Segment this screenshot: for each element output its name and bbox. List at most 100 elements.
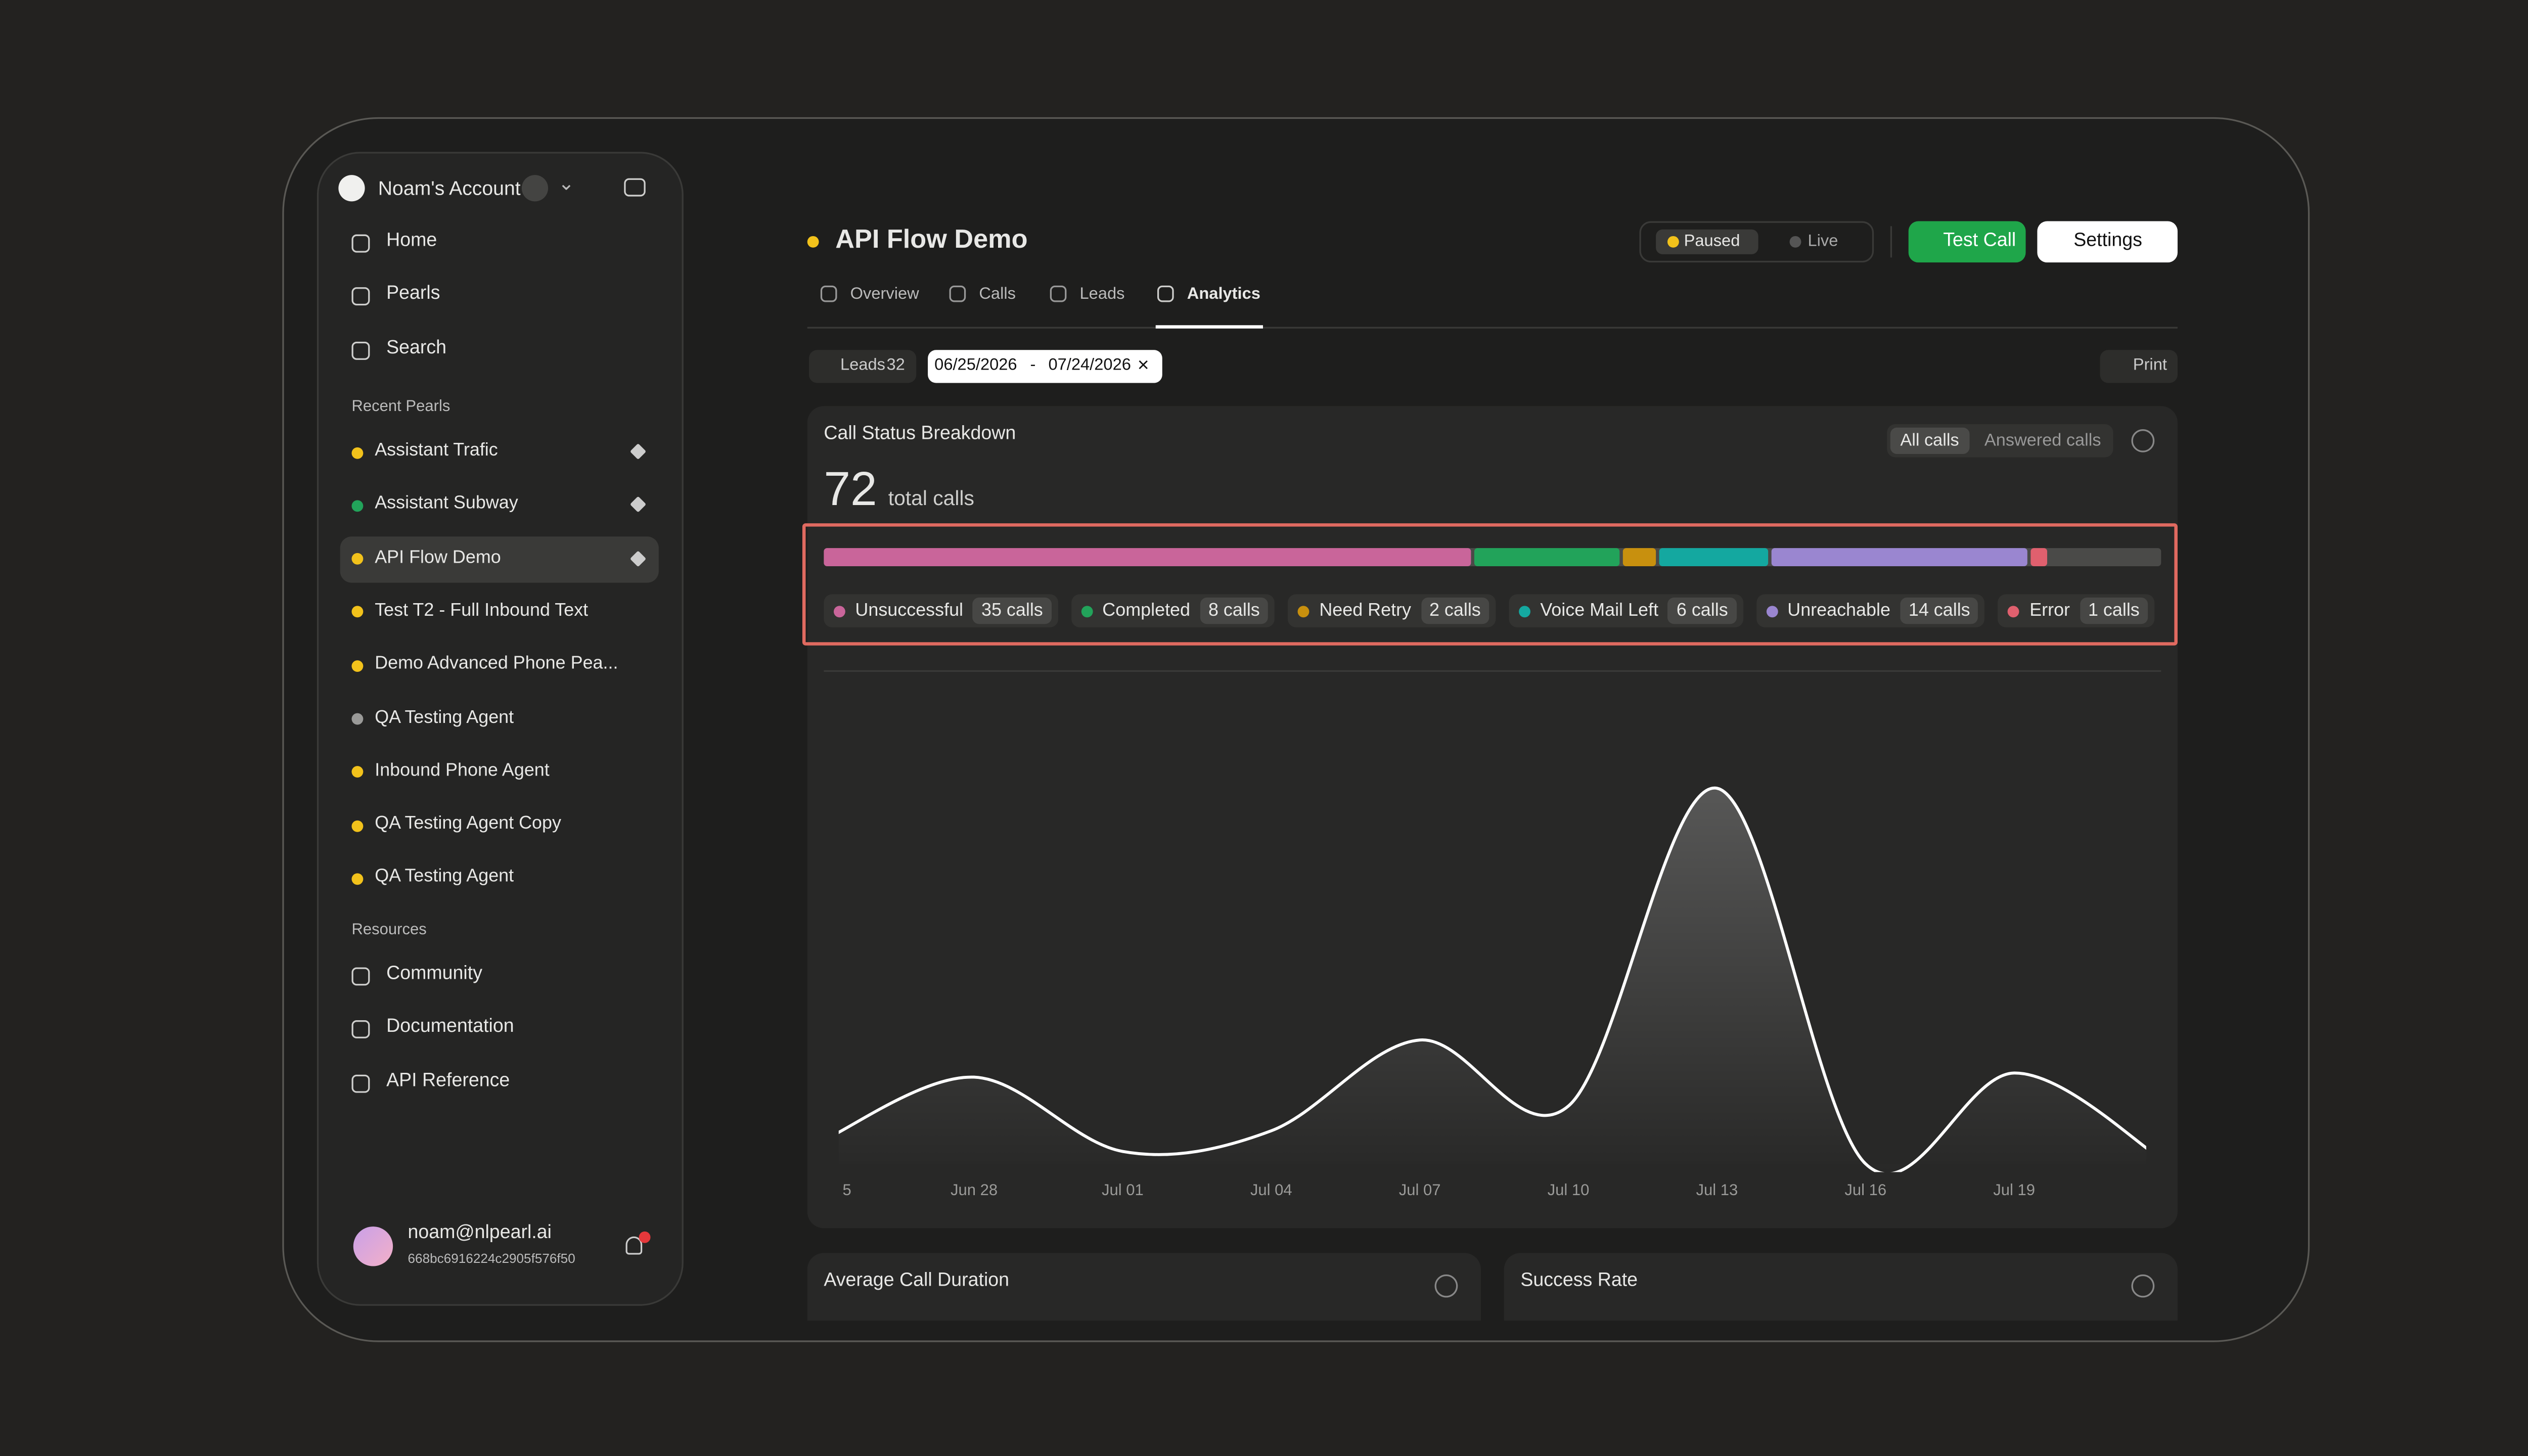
tab-icon [949,285,966,302]
info-icon[interactable] [2131,1274,2155,1298]
sidebar [317,152,684,1306]
legend-chip: Unreachable 14 calls [1756,594,1985,627]
toggle-answered[interactable]: Answered calls [1984,431,2101,451]
settings-label: Settings [2073,231,2142,251]
legend-label: Need Retry [1319,601,1412,621]
res-icon [351,967,370,986]
live-dot [1789,236,1801,248]
pearl-item[interactable]: API Flow Demo [375,547,501,567]
nav-icon [351,288,370,306]
bar-segment [1659,548,1768,567]
resource-item[interactable]: API Reference [386,1070,510,1091]
nav-item[interactable]: Home [386,231,437,251]
tab[interactable]: Leads [1079,285,1125,304]
legend-label: Completed [1102,601,1191,621]
status-dot [351,820,364,832]
settings-button[interactable] [2037,221,2178,263]
pearl-item[interactable]: Demo Advanced Phone Pea... [375,654,618,674]
date-chip[interactable] [928,350,1162,383]
pearl-item[interactable]: Assistant Trafic [375,440,498,461]
mode-paused[interactable]: Paused [1684,233,1740,251]
leads-chip[interactable] [809,350,917,383]
x-tick-label: Jul 10 [1548,1181,1590,1199]
tab[interactable]: Overview [850,285,919,304]
total-label: total calls [888,487,974,510]
legend-dot [833,605,845,617]
user-email: noam@nlpearl.ai [408,1223,552,1243]
section-label: Resources [351,921,427,939]
bar-segment [1622,548,1656,567]
status-dot [351,553,364,565]
bar-segment [2031,548,2047,567]
card-title: Call Status Breakdown [824,424,1016,444]
tab-icon [1050,285,1067,302]
success-card [1504,1253,2178,1321]
legend-dot [1766,605,1778,617]
area-fill [838,788,2146,1172]
status-dot [351,606,364,618]
tab-underline [1155,325,1263,329]
x-tick-label: Jul 19 [1993,1181,2035,1199]
print-button[interactable] [2100,350,2178,383]
account-name[interactable]: Noam's Account [378,176,521,200]
success-title: Success Rate [1520,1271,1638,1291]
legend-dot [1518,605,1530,617]
legend-dot [1080,605,1093,617]
pearl-item[interactable]: Test T2 - Full Inbound Text [375,601,589,621]
legend-chip: Unsuccessful 35 calls [824,594,1058,627]
nav-item[interactable]: Pearls [386,284,440,304]
legend-label: Unreachable [1787,601,1890,621]
legend-count: 8 calls [1200,598,1269,624]
leads-label: Leads [840,356,886,375]
resource-item[interactable]: Community [386,964,482,984]
x-tick-label: Jul 07 [1399,1181,1441,1199]
legend-label: Voice Mail Left [1540,601,1658,621]
bar-segment [1474,548,1619,567]
tab-icon [1157,285,1174,302]
x-tick-label: Jul 16 [1844,1181,1886,1199]
pearl-item[interactable]: QA Testing Agent [375,707,514,727]
avatar [353,1226,393,1266]
test-call-button[interactable] [1908,221,2026,263]
x-tick-label: Jul 13 [1696,1181,1738,1199]
res-icon [351,1020,370,1039]
chevron[interactable]: ⌄ [558,171,575,195]
legend-label: Error [2029,601,2070,621]
resource-item[interactable]: Documentation [386,1017,514,1037]
pearl-item[interactable]: Assistant Subway [375,494,518,514]
date-from: 06/25/2026 [934,356,1017,375]
paused-dot [1667,236,1679,248]
nav-item[interactable]: Search [386,338,447,358]
duration-card [807,1253,1481,1321]
mode-live[interactable]: Live [1808,233,1838,251]
total-calls: 72 [824,464,877,517]
test-call-label: Test Call [1943,231,2016,251]
pearl-item[interactable]: Inbound Phone Agent [375,760,550,781]
x-tick-label: 5 [842,1181,851,1199]
duration-title: Average Call Duration [824,1271,1010,1291]
pearl-item[interactable]: QA Testing Agent Copy [375,814,562,834]
status-dot [351,766,364,778]
info-icon[interactable] [1434,1274,1458,1298]
selected-row [340,535,659,582]
tab[interactable]: Analytics [1187,285,1260,304]
legend-count: 2 calls [1421,598,1489,624]
clear-date[interactable]: × [1137,353,1149,377]
res-icon [351,1074,370,1093]
x-tick-label: Jul 01 [1102,1181,1144,1199]
info-icon[interactable] [2131,429,2155,452]
nav-icon [351,234,370,253]
bell[interactable] [625,1236,643,1255]
status-dot [351,660,364,671]
highlight-box [802,523,2178,646]
collapse-icon[interactable] [624,178,646,197]
tab[interactable]: Calls [979,285,1016,304]
status-dot [807,236,819,248]
nav-icon [351,341,370,359]
notification-dot [639,1231,651,1243]
toggle-all[interactable]: All calls [1900,431,1959,451]
pearl-item[interactable]: QA Testing Agent [375,867,514,887]
